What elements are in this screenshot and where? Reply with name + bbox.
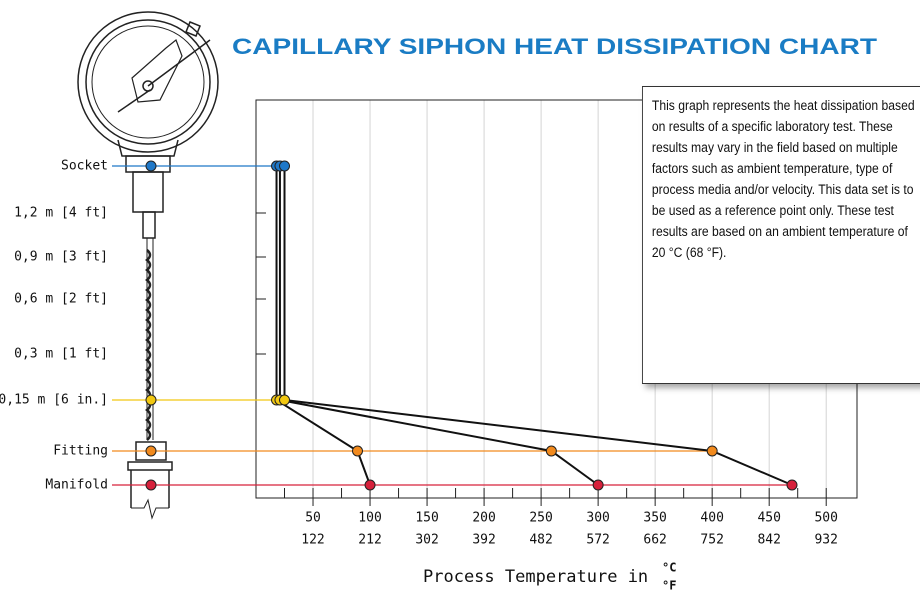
x-tick-label: 450 <box>757 511 780 526</box>
x-tick-label-f: 302 <box>415 533 438 548</box>
series-line <box>283 166 793 486</box>
chart-title: CAPILLARY SIPHON HEAT DISSIPATION CHART <box>232 34 878 59</box>
length-label: 1,2 m [4 ft] <box>14 206 108 221</box>
stem-dot <box>145 445 157 457</box>
data-point <box>279 160 291 172</box>
data-point <box>364 479 376 491</box>
length-label: 0,6 m [2 ft] <box>14 292 108 307</box>
data-point <box>706 445 718 457</box>
series-line <box>275 166 371 486</box>
gauge <box>77 11 219 520</box>
level-label: 0,15 m [6 in.] <box>0 393 108 408</box>
x-tick-label: 400 <box>700 511 723 526</box>
x-unit-c: °C <box>662 561 676 575</box>
level-label: Socket <box>61 159 108 174</box>
stem-dot <box>145 479 157 491</box>
data-point <box>545 445 557 457</box>
stem-dot <box>145 394 157 406</box>
x-tick-label-f: 572 <box>586 533 609 548</box>
x-tick-label: 300 <box>586 511 609 526</box>
x-tick-label: 500 <box>814 511 837 526</box>
x-tick-label: 350 <box>643 511 666 526</box>
length-label: 0,3 m [1 ft] <box>14 347 108 362</box>
x-tick-label-f: 122 <box>301 533 324 548</box>
data-point <box>786 479 798 491</box>
x-tick-label-f: 212 <box>358 533 381 548</box>
x-tick-label-f: 932 <box>814 533 837 548</box>
x-unit-f: °F <box>662 579 676 593</box>
level-label: Fitting <box>53 444 108 459</box>
note-box: This graph represents the heat dissipati… <box>642 86 920 384</box>
data-point <box>351 445 363 457</box>
x-tick-label: 200 <box>472 511 495 526</box>
x-tick-label: 100 <box>358 511 381 526</box>
x-tick-label: 150 <box>415 511 438 526</box>
x-tick-label-f: 842 <box>757 533 780 548</box>
x-tick-label: 250 <box>529 511 552 526</box>
level-label: Manifold <box>45 478 108 493</box>
x-tick-label-f: 752 <box>700 533 723 548</box>
stem-dot <box>145 160 157 172</box>
x-tick-label: 50 <box>305 511 321 526</box>
data-point <box>592 479 604 491</box>
x-tick-label-f: 662 <box>643 533 666 548</box>
x-tick-label-f: 392 <box>472 533 495 548</box>
x-tick-label-f: 482 <box>529 533 552 548</box>
length-label: 0,9 m [3 ft] <box>14 250 108 265</box>
series-line <box>278 166 599 486</box>
x-axis-label: Process Temperature in <box>423 567 648 587</box>
data-point <box>279 394 291 406</box>
